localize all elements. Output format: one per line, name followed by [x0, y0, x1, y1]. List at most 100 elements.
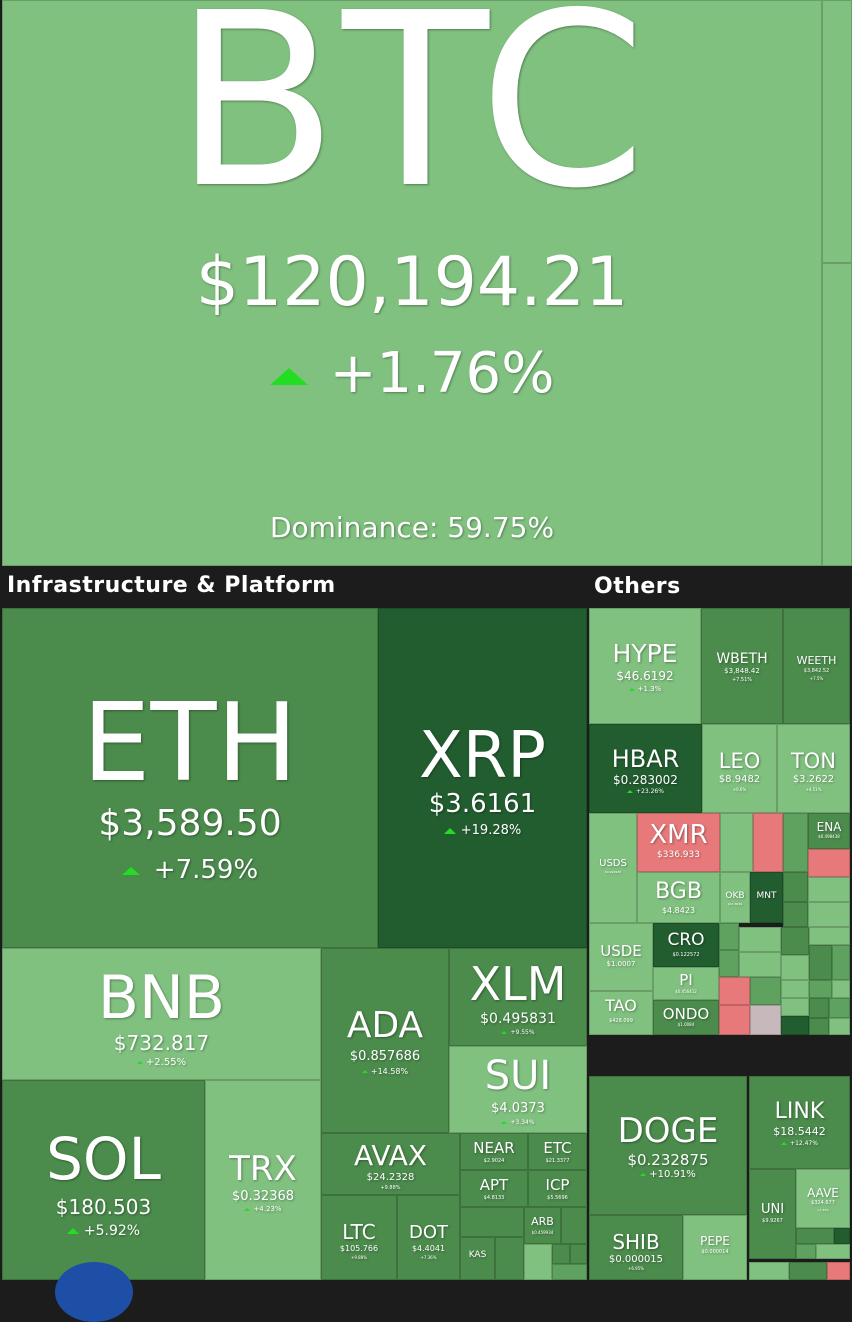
etc-symbol: ETC	[543, 1139, 572, 1157]
tile-small[interactable]	[719, 923, 739, 950]
tile-small[interactable]	[749, 1262, 789, 1280]
shib-symbol: SHIB	[612, 1230, 660, 1254]
tile-small[interactable]	[753, 813, 783, 872]
xlm-change: +9.55%	[510, 1029, 535, 1036]
tile-small[interactable]	[808, 849, 850, 877]
tile-uni[interactable]: UNI $9.9267	[749, 1169, 796, 1259]
tile-small[interactable]	[739, 927, 781, 952]
tile-small[interactable]	[783, 813, 808, 872]
tile-okb[interactable]: OKB $47.3849	[720, 872, 750, 923]
tile-ada[interactable]: ADA $0.857686 +14.58%	[321, 948, 449, 1133]
tile-tao[interactable]: TAO $428.099	[589, 991, 653, 1035]
tile-apt[interactable]: APT $4.8133	[460, 1170, 528, 1207]
tile-bnb[interactable]: BNB $732.817 +2.55%	[2, 948, 321, 1080]
tile-weeth[interactable]: WEETH $3,842.52 +7.5%	[783, 608, 850, 724]
tile-doge[interactable]: DOGE $0.232875 +10.91%	[589, 1076, 747, 1215]
tile-mnt[interactable]: MNT	[750, 872, 783, 923]
tile-small[interactable]	[809, 980, 832, 998]
hbar-change: +23.26%	[636, 788, 664, 795]
tile-small[interactable]	[783, 902, 808, 927]
tile-small[interactable]	[827, 1262, 850, 1280]
tile-small[interactable]	[561, 1207, 587, 1244]
tile-small[interactable]	[750, 977, 781, 1005]
tile-pepe[interactable]: PEPE $0.000014	[683, 1215, 747, 1280]
tile-bgb[interactable]: BGB $4.8423	[637, 872, 720, 923]
tile-small[interactable]	[829, 1018, 850, 1035]
tile-arb[interactable]: ARB $0.459934	[524, 1207, 561, 1244]
tile-ton[interactable]: TON $3.2622 +4.51%	[777, 724, 850, 813]
tile-small[interactable]	[781, 955, 809, 980]
tile-btc-side-b[interactable]	[822, 263, 852, 566]
tile-hype[interactable]: HYPE $46.6192 +1.3%	[589, 608, 701, 724]
ton-price: $3.2622	[792, 774, 835, 785]
tile-small[interactable]	[809, 1018, 829, 1035]
tile-dot[interactable]: DOT $4.4041 +7.36%	[397, 1195, 460, 1280]
tile-small[interactable]	[809, 998, 829, 1018]
tile-small[interactable]	[834, 1228, 850, 1244]
tile-small[interactable]	[720, 813, 753, 872]
tile-small[interactable]	[781, 1016, 809, 1035]
avax-symbol: AVAX	[353, 1139, 428, 1172]
tile-small[interactable]	[719, 950, 739, 977]
tile-ondo[interactable]: ONDO $1.0084	[653, 1000, 719, 1035]
tile-etc[interactable]: ETC $21.3377	[528, 1133, 587, 1170]
tile-small[interactable]	[460, 1207, 524, 1237]
tile-small[interactable]	[796, 1228, 834, 1244]
ltc-change: +9.88%	[350, 1255, 368, 1260]
tile-small[interactable]	[809, 945, 832, 980]
tile-trx[interactable]: TRX $0.32368 +4.23%	[205, 1080, 321, 1280]
up-arrow-icon	[781, 1142, 788, 1145]
tile-small[interactable]	[808, 877, 850, 902]
tile-small[interactable]	[783, 872, 808, 902]
tile-sol[interactable]: SOL $180.503 +5.92%	[2, 1080, 205, 1280]
tile-small[interactable]	[781, 980, 809, 998]
tile-kas[interactable]: KAS	[460, 1237, 495, 1280]
btc-symbol: BTC	[173, 0, 651, 241]
tile-small[interactable]	[719, 1005, 750, 1035]
tile-leo[interactable]: LEO $8.9482 +0.6%	[702, 724, 777, 813]
tile-small[interactable]	[495, 1237, 524, 1280]
tile-small[interactable]	[750, 1005, 781, 1035]
tile-small[interactable]	[829, 998, 850, 1018]
tile-small[interactable]	[524, 1244, 552, 1280]
tile-usde[interactable]: USDE $1.0007	[589, 923, 653, 991]
tile-btc-side-a[interactable]	[822, 0, 852, 263]
tile-small[interactable]	[832, 980, 850, 998]
tile-cro[interactable]: CRO $0.122572	[653, 923, 719, 967]
tile-xmr[interactable]: XMR $336.933	[637, 813, 720, 872]
tile-small[interactable]	[719, 977, 750, 1005]
tile-small[interactable]	[781, 998, 809, 1016]
tile-ltc[interactable]: LTC $105.766 +9.88%	[321, 1195, 397, 1280]
tile-small[interactable]	[808, 902, 850, 927]
tile-small[interactable]	[552, 1244, 570, 1264]
tile-small[interactable]	[809, 927, 850, 945]
tile-avax[interactable]: AVAX $24.2328 +9.88%	[321, 1133, 460, 1195]
hype-change: +1.3%	[637, 685, 662, 693]
tile-ena[interactable]: ENA $0.498438	[808, 813, 850, 849]
kas-symbol: KAS	[468, 1250, 487, 1260]
tile-xlm[interactable]: XLM $0.495831 +9.55%	[449, 948, 587, 1046]
tile-sui[interactable]: SUI $4.0373 +3.34%	[449, 1046, 587, 1133]
tile-pi[interactable]: PI $0.456412	[653, 967, 719, 1000]
tile-small[interactable]	[781, 927, 809, 955]
weeth-symbol: WEETH	[796, 654, 837, 667]
tile-btc[interactable]: BTC $120,194.21 +1.76% Dominance: 59.75%	[2, 0, 822, 566]
tile-small[interactable]	[789, 1262, 827, 1280]
tile-small[interactable]	[816, 1244, 850, 1259]
tile-small[interactable]	[832, 945, 850, 980]
tile-icp[interactable]: ICP $5.5696	[528, 1170, 587, 1207]
tile-small[interactable]	[796, 1244, 816, 1259]
tile-hbar[interactable]: HBAR $0.283002 +23.26%	[589, 724, 702, 813]
tile-shib[interactable]: SHIB $0.000015 +6.95%	[589, 1215, 683, 1280]
tile-usds[interactable]: USDS $0.999938	[589, 813, 637, 923]
tile-aave[interactable]: AAVE $324.677 +7.39%	[796, 1169, 850, 1228]
tile-near[interactable]: NEAR $2.9024	[460, 1133, 528, 1170]
tile-xrp[interactable]: XRP $3.6161 +19.28%	[378, 608, 587, 948]
tile-link[interactable]: LINK $18.5442 +12.47%	[749, 1076, 850, 1169]
tile-small[interactable]	[570, 1244, 587, 1264]
tile-small[interactable]	[739, 952, 781, 977]
usde-price: $1.0007	[606, 960, 636, 968]
tile-wbeth[interactable]: WBETH $3,848.42 +7.51%	[701, 608, 783, 724]
tile-small[interactable]	[552, 1264, 587, 1280]
tile-eth[interactable]: ETH $3,589.50 +7.59%	[2, 608, 378, 948]
